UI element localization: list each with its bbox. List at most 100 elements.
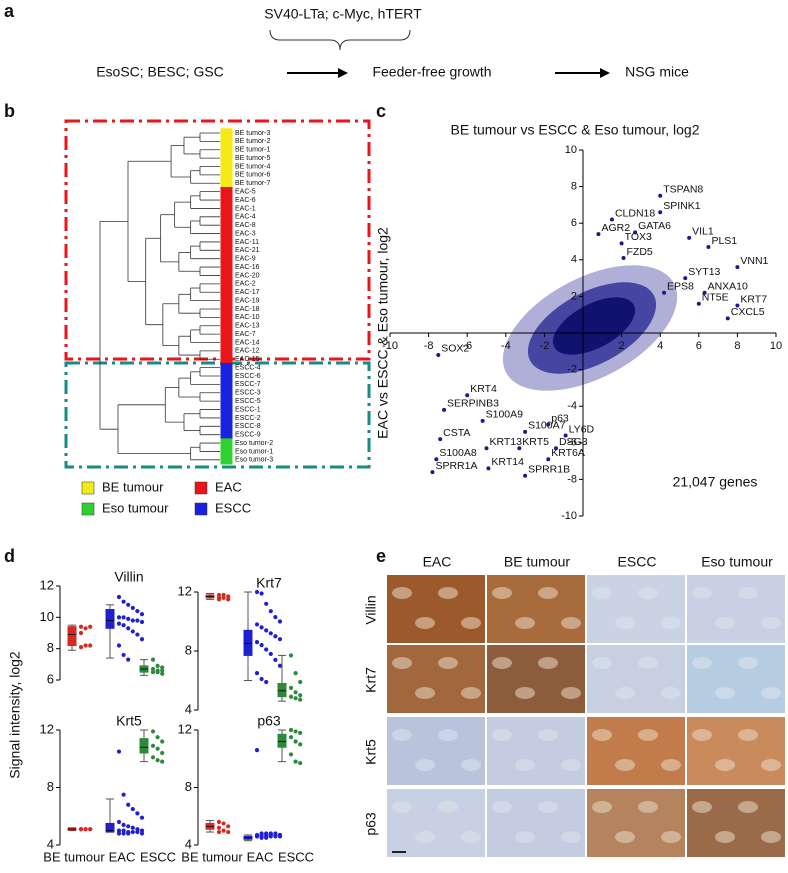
tissue-texture: [661, 617, 681, 629]
y-tick-label: 8: [571, 181, 577, 193]
group-bar: [220, 312, 233, 323]
x-tick-label: 6: [696, 340, 702, 352]
sample-dot: [126, 626, 131, 631]
sample-dot: [216, 819, 222, 825]
group-bar: [220, 220, 233, 230]
sample-dot: [264, 628, 269, 633]
tissue-texture: [738, 657, 758, 669]
cluster-frame: [64, 119, 371, 361]
sample-dot: [155, 670, 160, 675]
leaf-label: EAC-16: [235, 264, 260, 271]
y-tick-label: 12: [178, 583, 192, 598]
tissue-texture: [392, 587, 412, 599]
gene-label: SOX2: [441, 343, 469, 355]
sample-dot: [160, 671, 165, 676]
tissue-texture: [561, 831, 581, 843]
gene-label: CSTA: [443, 427, 470, 439]
sample-dot: [216, 592, 222, 598]
sample-dot: [293, 696, 298, 701]
tissue-texture: [492, 801, 512, 813]
gene-label: PLS1: [711, 235, 737, 247]
legend-label: Eso tumour: [102, 500, 169, 515]
group-bar: [220, 346, 233, 356]
sample-dot: [273, 614, 278, 620]
sample-dot: [121, 792, 126, 797]
sample-dot: [150, 670, 156, 675]
step-text: EsoSC; BESC; GSC: [96, 64, 224, 80]
tissue-texture: [415, 759, 435, 771]
tissue-texture: [638, 587, 658, 599]
arrows: [287, 68, 610, 78]
gene-point: [442, 407, 447, 412]
group-bar: [220, 438, 233, 448]
sample-dot: [221, 828, 226, 833]
sample-dot: [135, 618, 140, 623]
box: [139, 738, 149, 754]
group-bar: [220, 388, 233, 398]
group-bar: [220, 354, 233, 364]
leaf-label: EAC-21: [235, 247, 260, 254]
group-bar: [220, 362, 233, 373]
leaf-label: ESCC-1: [235, 406, 261, 413]
gene-label: SERPINB3: [447, 398, 499, 410]
gene-point: [465, 393, 470, 398]
box: [105, 609, 115, 629]
sample-dot: [139, 815, 145, 820]
group-bar: [220, 455, 233, 465]
sample-dot: [298, 693, 303, 698]
tissue-texture: [538, 729, 558, 741]
sample-dot: [160, 668, 165, 673]
leaf-label: EAC-5: [235, 189, 256, 196]
sample-dot: [268, 631, 273, 636]
sample-dot: [160, 759, 165, 764]
tissue-texture: [492, 729, 512, 741]
sample-dot: [254, 671, 260, 676]
group-bar: [220, 429, 233, 440]
sample-dot: [116, 643, 122, 648]
gene-point: [436, 352, 441, 357]
sample-dot: [126, 602, 131, 607]
tissue-image: [387, 575, 485, 643]
column-header: Eso tumour: [701, 554, 773, 570]
sample-dot: [88, 827, 93, 832]
tissue-texture: [615, 617, 635, 629]
sample-dot: [268, 834, 273, 839]
group-bar: [220, 161, 233, 172]
chart-title: p63: [257, 713, 281, 729]
tissue-texture: [392, 657, 412, 669]
gene-label: FZD5: [627, 246, 653, 258]
sample-dot: [264, 647, 269, 652]
gene-point: [662, 290, 667, 295]
leaf-label: Eso tumor-1: [235, 448, 273, 455]
leaf-label: EAC-12: [235, 348, 260, 355]
gene-label: VNN1: [740, 255, 768, 267]
y-tick-label: 12: [178, 721, 192, 736]
gene-label: GATA6: [638, 220, 671, 232]
sample-dot: [288, 653, 294, 658]
gene-label: DSG3: [559, 436, 588, 448]
legend-swatch: [194, 502, 208, 516]
leaf-label: EAC-18: [235, 306, 260, 313]
y-axis-label: Signal intensity, log2: [7, 651, 23, 779]
box: [277, 733, 287, 748]
gene-point: [430, 470, 435, 475]
tissue-texture: [761, 617, 781, 629]
sample-dot: [130, 618, 135, 623]
tissue-texture: [738, 587, 758, 599]
sample-dot: [254, 834, 260, 839]
tissue-image: [487, 645, 585, 713]
gene-label: KRT14: [491, 456, 524, 468]
leaf-label: EAC-2: [235, 281, 256, 288]
group-bar: [220, 145, 233, 155]
sample-dot: [139, 828, 145, 833]
sample-dot: [121, 828, 126, 833]
tissue-image: [487, 575, 585, 643]
gene-point: [658, 193, 663, 198]
gene-label: LY6D: [569, 423, 595, 435]
sample-dot: [150, 657, 156, 662]
gene-label: CLDN18: [615, 207, 655, 219]
sample-dot: [160, 739, 165, 744]
leaf-label: Eso tumor-2: [235, 440, 273, 447]
gene-point: [696, 301, 701, 306]
